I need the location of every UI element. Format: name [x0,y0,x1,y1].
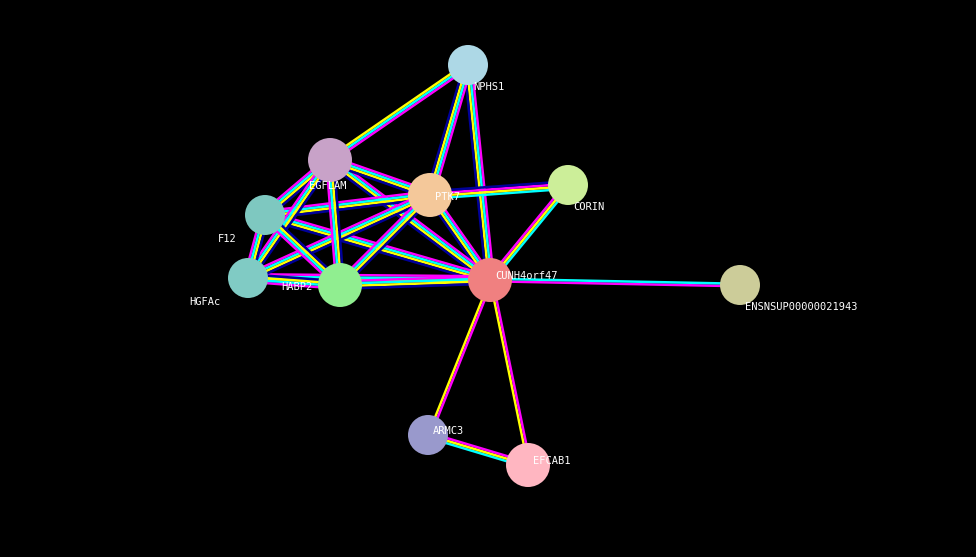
Text: CORIN: CORIN [573,202,604,212]
Text: HABP2: HABP2 [281,282,312,292]
Text: EGFLAM: EGFLAM [309,181,346,191]
Text: PTK7: PTK7 [435,192,460,202]
Text: ARMC3: ARMC3 [433,426,465,436]
Circle shape [408,173,452,217]
Text: EFCAB1: EFCAB1 [533,456,571,466]
Circle shape [318,263,362,307]
Circle shape [228,258,268,298]
Circle shape [506,443,550,487]
Text: ENSNSUP00000021943: ENSNSUP00000021943 [745,302,858,312]
Circle shape [448,45,488,85]
Circle shape [308,138,352,182]
Text: F12: F12 [219,234,237,244]
Circle shape [468,258,512,302]
Text: CUNH4orf47: CUNH4orf47 [495,271,557,281]
Text: HGFAc: HGFAc [188,297,220,307]
Circle shape [548,165,588,205]
Circle shape [408,415,448,455]
Circle shape [245,195,285,235]
Text: NPHS1: NPHS1 [473,82,505,92]
Circle shape [720,265,760,305]
